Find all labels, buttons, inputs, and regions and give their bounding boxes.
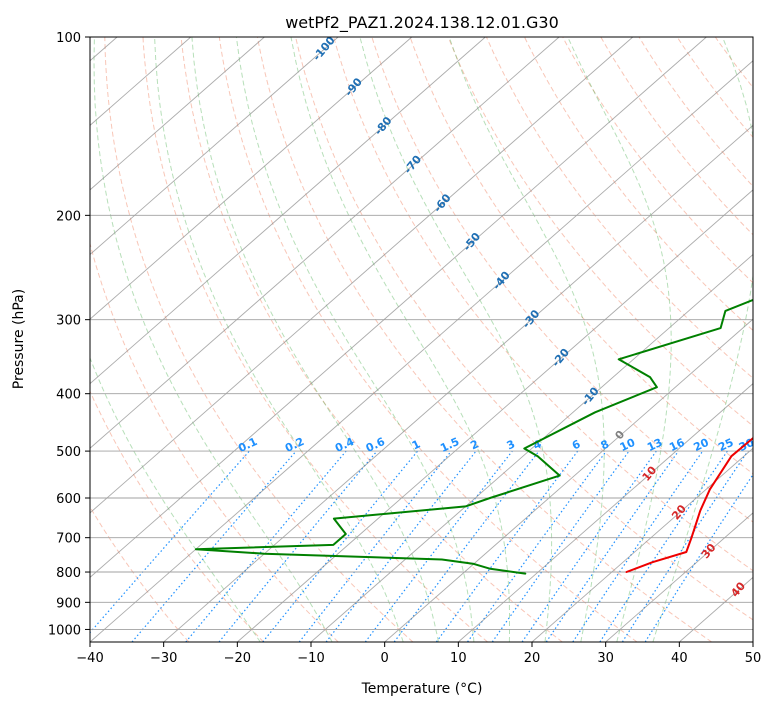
moist-adiabat [290, 37, 510, 642]
dry-adiabat [90, 241, 339, 642]
x-tick-label: 50 [745, 651, 762, 666]
moist-adiabat [448, 37, 605, 642]
moist-adiabat [359, 37, 553, 642]
y-tick-label: 200 [56, 209, 81, 224]
dry-adiabat [295, 37, 753, 621]
x-tick-label: 0 [381, 651, 389, 666]
moist-adiabat [652, 37, 753, 642]
mixing-ratio-line [185, 450, 347, 642]
mixing-ratio-label: 20 [692, 436, 712, 454]
isotherm-line [90, 37, 560, 449]
x-tick-label: −40 [76, 651, 103, 666]
y-tick-label: 400 [56, 388, 81, 403]
y-tick-label: 100 [56, 31, 81, 46]
dry-adiabat [218, 37, 638, 642]
mixing-ratio-line [435, 450, 579, 642]
moist-adiabat [191, 37, 439, 642]
mixing-ratio-label: 16 [667, 436, 687, 454]
isotherm-line [310, 253, 753, 642]
x-tick-label: 40 [671, 651, 688, 666]
temperature-profile-line [625, 436, 753, 573]
isotherm-line [458, 383, 753, 642]
dry-adiabat [371, 37, 753, 523]
y-tick-label: 700 [56, 532, 81, 547]
dry-adiabat [104, 37, 414, 642]
x-tick-label: 30 [597, 651, 614, 666]
dry-adiabat [562, 37, 753, 284]
isotherm-line [237, 189, 753, 642]
mixing-ratio-line [545, 450, 679, 642]
isotherm-line [605, 512, 753, 642]
isotherm-line [90, 37, 339, 256]
dry-adiabat [90, 390, 264, 642]
dry-adiabat [256, 37, 712, 642]
mixing-ratio-line [90, 450, 250, 634]
y-tick-label: 1000 [48, 623, 81, 638]
isotherm-line [90, 60, 753, 642]
dry-adiabat [333, 37, 753, 572]
dry-adiabat [524, 37, 753, 332]
mixing-ratio-line [572, 450, 704, 642]
y-tick-label: 300 [56, 314, 81, 329]
dry-adiabat [180, 37, 563, 642]
isotherm-line [163, 124, 753, 642]
mixing-ratio-line [491, 450, 630, 642]
mixing-ratio-line [364, 450, 513, 642]
axis-layer: −40 −30 −20 −10 0 10 20 30 40 50 100 200 300 400 500 60… [48, 31, 761, 666]
mixing-ratio-line [218, 450, 378, 642]
dry-adiabat [447, 37, 753, 427]
profile-layer [194, 298, 753, 575]
moist-adiabat [93, 37, 333, 642]
mixing-ratio-label: 25 [716, 436, 735, 454]
moist-adiabat [567, 37, 672, 642]
mixing-ratio-line [467, 450, 607, 642]
plot-frame [89, 36, 754, 643]
dry-adiabat [409, 37, 753, 475]
isotherm-line [90, 37, 707, 578]
dry-adiabat [485, 37, 753, 379]
x-tick-label: −10 [297, 651, 324, 666]
y-tick-label: 900 [56, 596, 81, 611]
mixing-ratio-line [599, 450, 728, 642]
mixing-ratio-label: 10 [618, 436, 638, 454]
chart-title: wetPf2_PAZ1.2024.138.12.01.G30 [285, 13, 559, 33]
y-tick-label: 800 [56, 566, 81, 581]
isotherm-line [90, 37, 265, 191]
moist-adiabat [90, 356, 261, 642]
isotherm-line [531, 447, 753, 642]
mixing-ratio-line [521, 450, 657, 642]
isotherm-line [384, 318, 753, 642]
moist-adiabat [235, 37, 475, 642]
x-tick-label: −20 [224, 651, 251, 666]
y-tick-label: 600 [56, 492, 81, 507]
mixing-ratio-line [262, 450, 419, 642]
isotherm-line [90, 37, 413, 320]
mixing-ratio-line [621, 450, 749, 642]
x-axis-label: Temperature (°C) [361, 681, 483, 697]
y-tick-label: 500 [56, 445, 81, 460]
y-axis-label: Pressure (hPa) [11, 289, 27, 389]
x-tick-label: 10 [450, 651, 467, 666]
isotherm-line [90, 37, 634, 514]
isotherm-line [90, 37, 486, 385]
grid-layer [90, 37, 753, 642]
x-tick-label: −30 [150, 651, 177, 666]
dewpoint-profile-line [194, 298, 753, 575]
x-tick-label: 20 [524, 651, 541, 666]
dry-adiabat [600, 37, 753, 236]
mixing-ratio-line [298, 450, 452, 642]
mixing-ratio-label: 13 [645, 436, 664, 454]
